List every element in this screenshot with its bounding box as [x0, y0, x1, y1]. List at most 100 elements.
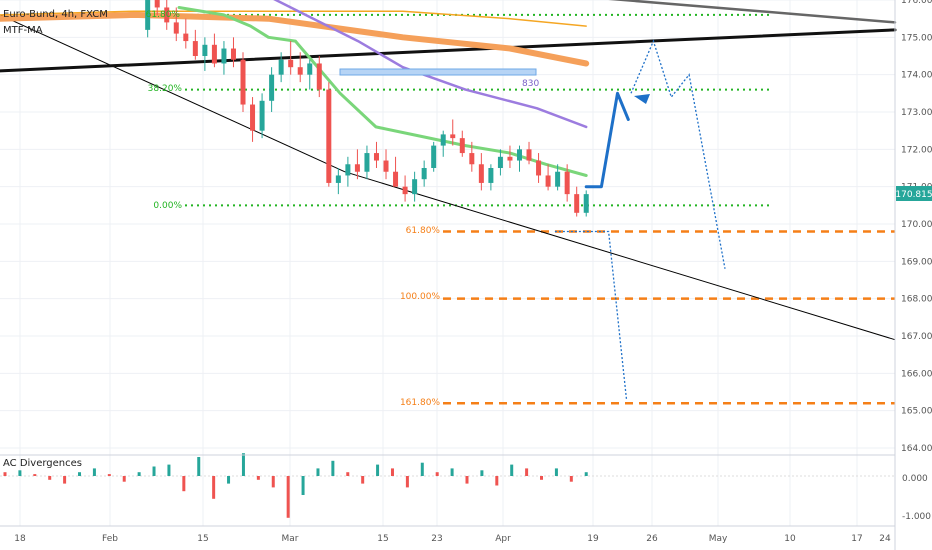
- candle-body: [478, 164, 484, 183]
- candle-body: [250, 104, 256, 131]
- candle-body: [278, 59, 284, 75]
- candle-body: [183, 33, 189, 42]
- candle-body: [288, 59, 294, 68]
- candle-body: [526, 149, 532, 161]
- price-axis[interactable]: 176.000175.000174.000173.000172.000171.0…: [901, 0, 932, 454]
- price-tick-label: 167.000: [901, 332, 932, 342]
- series-line-6: [177, 6, 588, 177]
- candle-body: [145, 0, 151, 30]
- candle-body: [421, 168, 427, 180]
- fib-label-top: 61.80%: [146, 10, 181, 20]
- candle-body: [326, 89, 332, 183]
- candle-body: [316, 63, 322, 90]
- series-line-3: [0, 10, 587, 27]
- time-tick-label: Feb: [102, 534, 118, 544]
- time-tick-label: 15: [197, 534, 208, 544]
- price-tick-label: 168.000: [901, 295, 932, 305]
- time-tick-label: 26: [646, 534, 658, 544]
- oscillator-title: AC Divergences: [3, 458, 82, 469]
- projections: [554, 39, 726, 400]
- candle-body: [164, 7, 170, 23]
- candle-body: [469, 153, 475, 165]
- price-tick-label: 175.000: [901, 33, 932, 43]
- candle-body: [450, 134, 456, 139]
- time-tick-label: 15: [377, 534, 388, 544]
- candle-body: [335, 175, 341, 183]
- projection-path-0: [630, 39, 726, 269]
- series-line-2: [608, 0, 897, 24]
- candle-body: [402, 186, 408, 195]
- fib-label-100: 100.00%: [400, 292, 440, 302]
- candle-body: [536, 160, 542, 176]
- osc-tick-neg: -1.000: [902, 512, 931, 522]
- candle-body: [173, 22, 179, 34]
- candle-body: [497, 156, 503, 168]
- price-tick-label: 164.000: [901, 444, 932, 454]
- fib-label-38: 38.20%: [148, 84, 183, 94]
- osc-tick-zero: 0.000: [902, 474, 928, 484]
- time-tick-label: 19: [587, 534, 599, 544]
- time-axis[interactable]: 18 Feb 15 Mar 15 23 Apr 19 26 May 10 17 24: [14, 534, 891, 544]
- time-tick-label: 17: [851, 534, 862, 544]
- candle-body: [393, 171, 399, 187]
- time-tick-label: 18: [14, 534, 26, 544]
- price-tick-label: 174.000: [901, 71, 932, 81]
- series-line-4: [0, 11, 590, 67]
- candle-body: [459, 138, 465, 154]
- time-tick-label: 24: [879, 534, 891, 544]
- candle-body: [516, 149, 522, 161]
- price-tick-label: 165.000: [901, 407, 932, 417]
- time-tick-label: 23: [431, 534, 442, 544]
- candle-body: [507, 156, 513, 161]
- candle-body: [364, 153, 370, 172]
- fib-label-0: 0.00%: [153, 201, 182, 211]
- candle-body: [574, 194, 580, 213]
- candle-body: [154, 0, 160, 8]
- candle-body: [211, 44, 217, 64]
- price-tick-label: 176.000: [901, 0, 932, 6]
- candle-body: [412, 179, 418, 195]
- candle-body: [564, 171, 570, 195]
- projection-path-1: [554, 230, 628, 400]
- last-price-badge: [896, 186, 932, 201]
- symbol-title: Euro-Bund, 4h, FXCM: [3, 9, 108, 20]
- series-line-5: [273, 0, 588, 129]
- candle-body: [440, 134, 446, 146]
- range-box-label: 830: [522, 79, 539, 89]
- candle-body: [259, 100, 265, 131]
- candle-body: [202, 44, 208, 56]
- candle-body: [192, 41, 198, 56]
- time-tick-label: Apr: [495, 534, 511, 544]
- last-price-text: 170.815: [895, 190, 932, 200]
- candle-body: [307, 63, 313, 75]
- arrow-head: [634, 94, 650, 104]
- candle-body: [354, 164, 360, 172]
- price-tick-label: 173.000: [901, 108, 932, 118]
- candle-body: [555, 171, 561, 187]
- candle-body: [488, 168, 494, 183]
- fib-levels: [185, 13, 895, 405]
- oscillator-pane: [0, 453, 895, 518]
- time-tick-label: Mar: [282, 534, 299, 544]
- series-line-1: [0, 28, 897, 73]
- fib-label-1618: 161.80%: [400, 398, 440, 408]
- price-tick-label: 172.000: [901, 145, 932, 155]
- candle-body: [240, 59, 246, 105]
- candle-body: [297, 67, 303, 75]
- range-box: [339, 68, 537, 76]
- grid: [0, 0, 895, 526]
- candle-body: [583, 194, 589, 213]
- time-tick-label: May: [709, 534, 728, 544]
- price-tick-label: 166.000: [901, 369, 932, 379]
- candle-body: [373, 153, 379, 161]
- price-tick-label: 169.000: [901, 257, 932, 267]
- candle-body: [230, 48, 236, 60]
- candles: [145, 0, 589, 217]
- candle-body: [269, 74, 275, 101]
- indicator-label: MTF-MA: [3, 25, 43, 36]
- time-tick-label: 10: [784, 534, 796, 544]
- series-line-7: [584, 91, 630, 189]
- price-tick-label: 170.000: [901, 220, 932, 230]
- candle-body: [545, 175, 551, 187]
